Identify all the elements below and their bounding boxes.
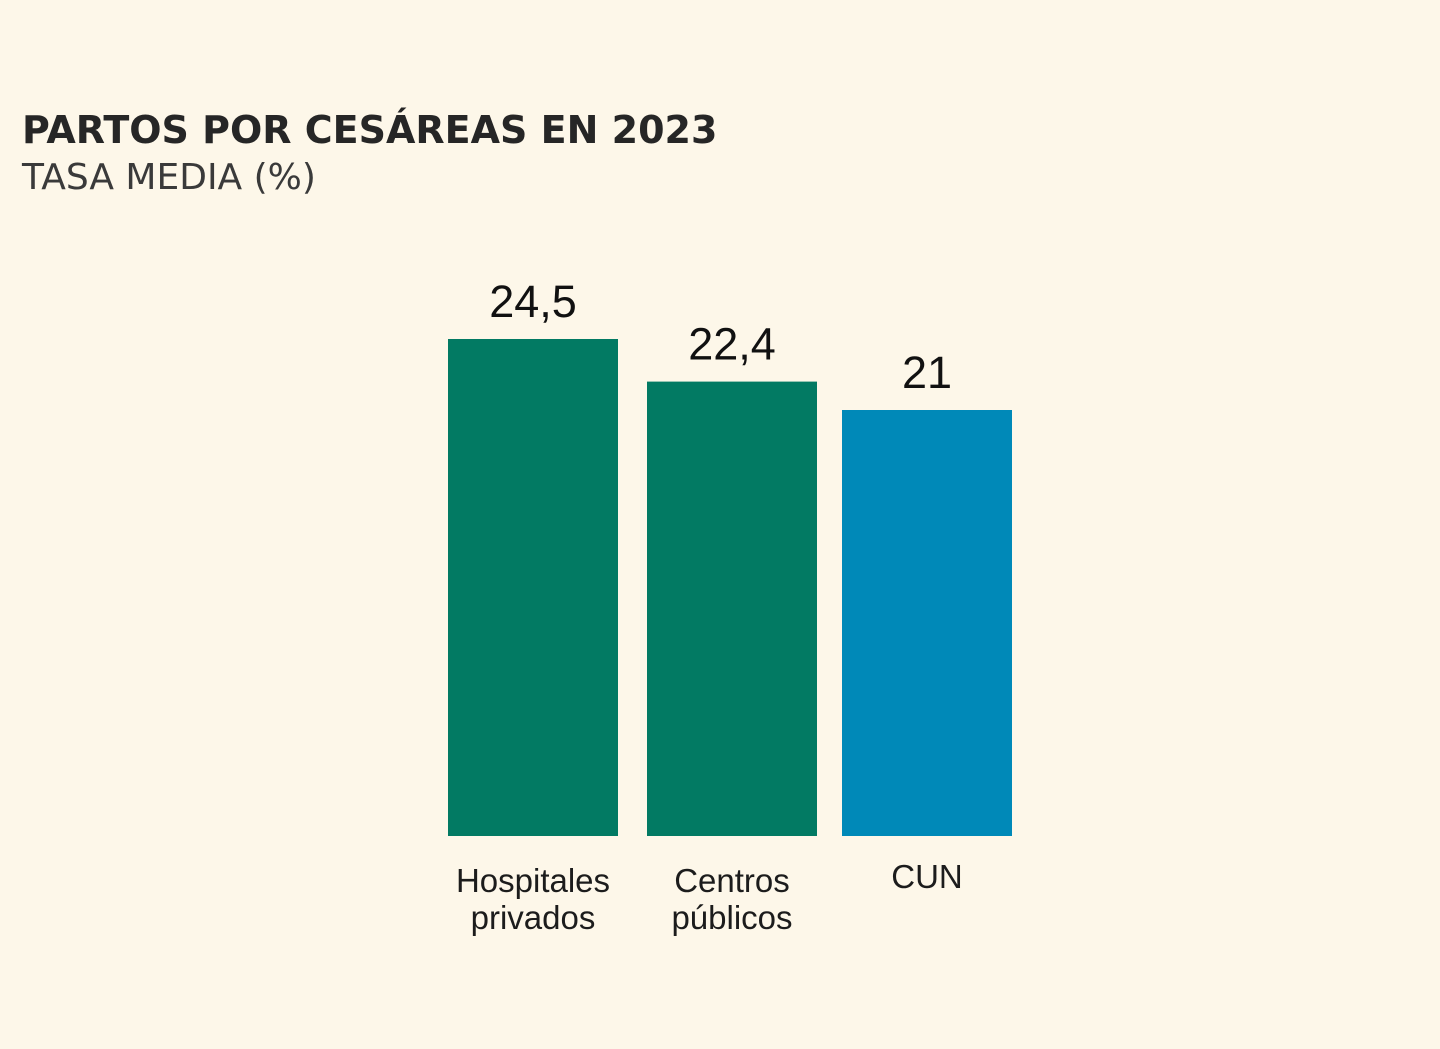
bar-value-label-0: 24,5	[489, 276, 577, 327]
category-label-1-line-1: públicos	[671, 899, 792, 936]
bar-value-label-1: 22,4	[688, 319, 776, 370]
chart-title: PARTOS POR CESÁREAS EN 2023	[22, 108, 718, 152]
bar-1	[647, 381, 817, 836]
bar-0	[448, 339, 618, 836]
category-label-2-line-0: CUN	[891, 858, 963, 895]
bar-value-label-2: 21	[902, 347, 952, 398]
chart-subtitle: TASA MEDIA (%)	[22, 157, 316, 198]
category-label-0-line-0: Hospitales	[456, 862, 610, 899]
category-label-0-line-1: privados	[471, 899, 596, 936]
category-label-1-line-0: Centros	[674, 862, 790, 899]
chart-header: PARTOS POR CESÁREAS EN 2023 TASA MEDIA (…	[22, 104, 717, 200]
bar-2	[842, 410, 1012, 836]
